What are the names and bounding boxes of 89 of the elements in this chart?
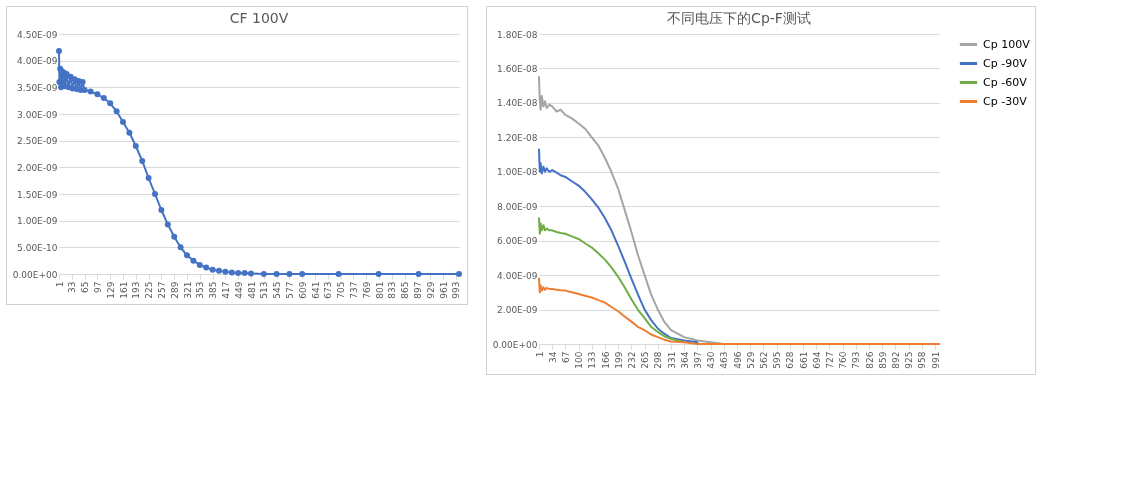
x-tick-label: 331 — [666, 351, 677, 369]
x-tick-label: 892 — [890, 351, 901, 369]
x-tick-label: 289 — [169, 281, 180, 299]
chart-title: 不同电压下的Cp-F测试 — [667, 10, 811, 26]
legend-label: Cp -60V — [983, 75, 1028, 89]
y-tick-label: 2.00E-09 — [497, 305, 538, 316]
y-tick-label: 1.00E-08 — [497, 167, 538, 178]
x-tick-label: 33 — [67, 281, 78, 293]
x-tick-label: 961 — [438, 281, 449, 299]
x-tick-label: 865 — [400, 281, 411, 299]
x-tick-label: 577 — [284, 281, 295, 299]
y-tick-label: 1.00E-09 — [17, 216, 58, 227]
x-tick-label: 430 — [706, 351, 717, 369]
x-tick-label: 673 — [323, 281, 334, 299]
x-tick-label: 67 — [560, 351, 571, 363]
y-tick-label: 5.00E-10 — [17, 242, 58, 253]
y-tick-label: 2.00E-09 — [17, 162, 58, 173]
y-tick-label: 1.40E-08 — [497, 98, 538, 109]
y-tick-label: 4.50E-09 — [17, 29, 58, 40]
x-tick-label: 769 — [361, 281, 372, 299]
x-tick-label: 496 — [732, 351, 743, 369]
x-tick-label: 859 — [877, 351, 888, 369]
y-tick-label: 2.50E-09 — [17, 136, 58, 147]
x-tick-label: 225 — [144, 281, 155, 299]
x-tick-label: 760 — [838, 351, 849, 369]
y-tick-label: 3.00E-09 — [17, 109, 58, 120]
x-tick-label: 727 — [824, 351, 835, 369]
y-tick-label: 1.80E-08 — [497, 29, 538, 40]
x-tick-label: 481 — [246, 281, 257, 299]
x-tick-label: 232 — [626, 351, 637, 369]
legend-label: Cp -30V — [983, 94, 1028, 108]
x-tick-label: 321 — [182, 281, 193, 299]
x-tick-label: 793 — [851, 351, 862, 369]
x-tick-label: 1 — [54, 281, 65, 288]
x-tick-label: 100 — [574, 351, 585, 369]
y-tick-label: 0.00E+00 — [12, 269, 58, 280]
x-tick-label: 958 — [917, 351, 928, 369]
y-tick-label: 3.50E-09 — [17, 82, 58, 93]
y-tick-label: 0.00E+00 — [492, 339, 538, 350]
x-tick-label: 545 — [272, 281, 283, 299]
x-tick-label: 129 — [105, 281, 116, 299]
x-tick-label: 166 — [600, 351, 611, 369]
x-tick-label: 705 — [336, 281, 347, 299]
y-tick-label: 8.00E-09 — [497, 201, 538, 212]
x-tick-label: 628 — [785, 351, 796, 369]
x-tick-label: 925 — [904, 351, 915, 369]
x-tick-label: 801 — [374, 281, 385, 299]
x-tick-label: 737 — [348, 281, 359, 299]
x-tick-label: 364 — [679, 351, 690, 369]
x-tick-label: 199 — [613, 351, 624, 369]
x-tick-label: 897 — [412, 281, 423, 299]
x-tick-label: 417 — [220, 281, 231, 299]
x-tick-label: 661 — [798, 351, 809, 369]
x-tick-label: 529 — [745, 351, 756, 369]
x-tick-label: 353 — [195, 281, 206, 299]
y-tick-label: 6.00E-09 — [497, 236, 538, 247]
x-tick-label: 1 — [534, 351, 545, 358]
x-tick-label: 513 — [259, 281, 270, 299]
x-tick-label: 562 — [758, 351, 769, 369]
x-tick-label: 826 — [864, 351, 875, 369]
x-tick-label: 385 — [208, 281, 219, 299]
x-tick-label: 929 — [425, 281, 436, 299]
x-tick-label: 609 — [297, 281, 308, 299]
y-tick-label: 4.00E-09 — [497, 270, 538, 281]
x-tick-label: 595 — [772, 351, 783, 369]
x-tick-label: 397 — [692, 351, 703, 369]
x-tick-label: 97 — [92, 281, 103, 293]
x-tick-label: 161 — [118, 281, 129, 299]
x-tick-label: 641 — [310, 281, 321, 299]
x-tick-label: 298 — [653, 351, 664, 369]
x-tick-label: 133 — [587, 351, 598, 369]
x-tick-label: 193 — [131, 281, 142, 299]
x-tick-label: 833 — [387, 281, 398, 299]
y-tick-label: 4.00E-09 — [17, 56, 58, 67]
x-tick-label: 65 — [80, 281, 91, 293]
x-tick-label: 34 — [547, 351, 558, 363]
x-tick-label: 463 — [719, 351, 730, 369]
x-tick-label: 257 — [156, 281, 167, 299]
x-tick-label: 993 — [451, 281, 462, 299]
chart-title: CF 100V — [229, 10, 289, 26]
legend-label: Cp -90V — [983, 56, 1028, 70]
x-tick-label: 449 — [233, 281, 244, 299]
y-tick-label: 1.50E-09 — [17, 189, 58, 200]
x-tick-label: 694 — [811, 351, 822, 369]
x-tick-label: 991 — [930, 351, 941, 369]
y-tick-label: 1.20E-08 — [497, 132, 538, 143]
x-tick-label: 265 — [640, 351, 651, 369]
legend-label: Cp 100V — [983, 37, 1031, 51]
y-tick-label: 1.60E-08 — [497, 63, 538, 74]
